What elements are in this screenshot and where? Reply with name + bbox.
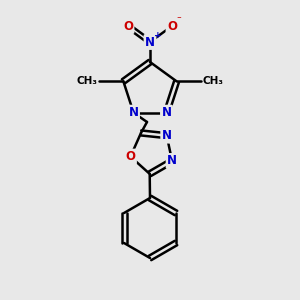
- Text: N: N: [161, 106, 172, 119]
- Text: CH₃: CH₃: [202, 76, 224, 86]
- Text: O: O: [125, 150, 136, 163]
- Text: O: O: [167, 20, 177, 32]
- Text: N: N: [167, 154, 177, 167]
- Text: CH₃: CH₃: [76, 76, 98, 86]
- Text: N: N: [145, 35, 155, 49]
- Text: +: +: [154, 31, 162, 40]
- Text: N: N: [162, 129, 172, 142]
- Text: ⁻: ⁻: [176, 15, 181, 24]
- Text: O: O: [123, 20, 133, 32]
- Text: N: N: [128, 106, 139, 119]
